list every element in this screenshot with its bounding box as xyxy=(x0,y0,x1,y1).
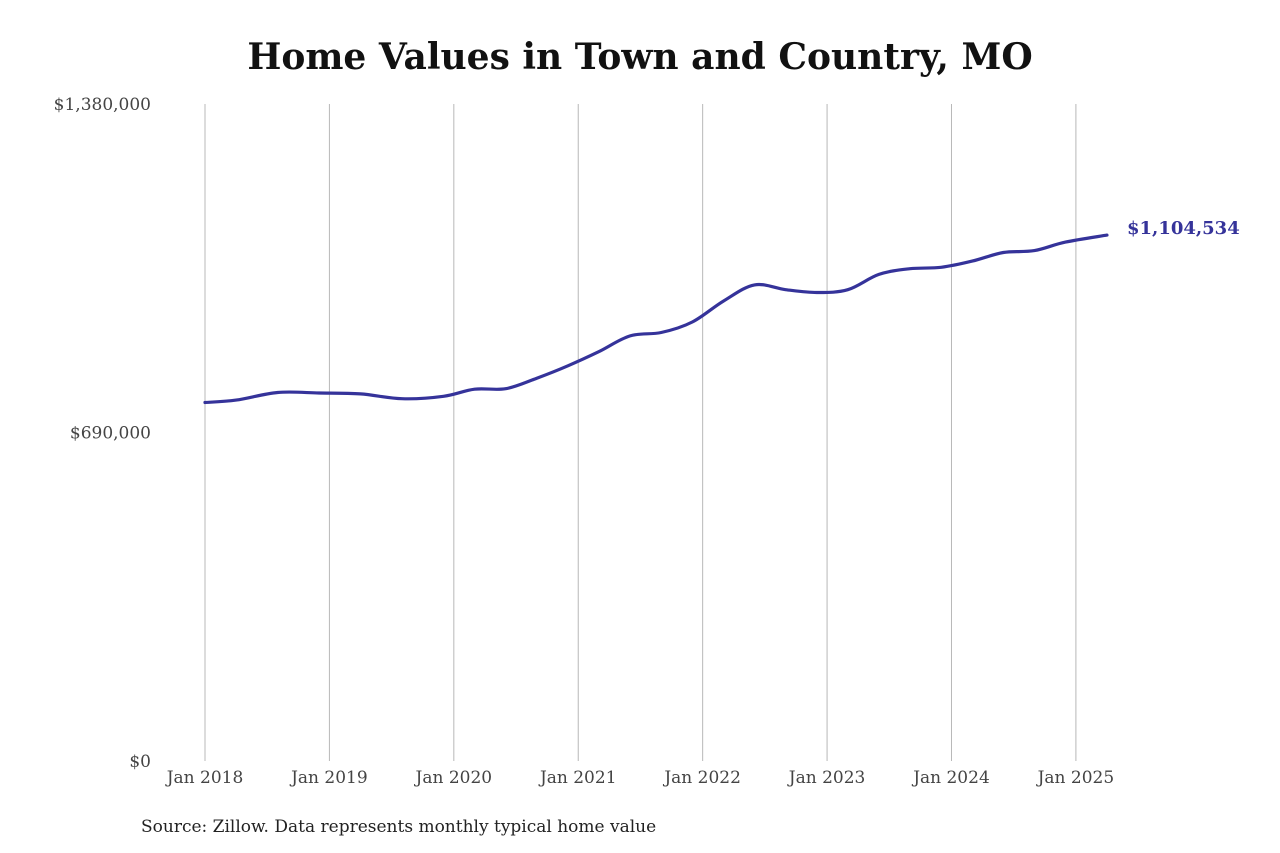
x-tick-label: Jan 2025 xyxy=(1036,768,1115,788)
x-tick-label: Jan 2020 xyxy=(414,768,493,788)
y-axis-ticks: $0 $690,000 $1,380,000 xyxy=(54,95,151,772)
source-note: Source: Zillow. Data represents monthly … xyxy=(141,817,657,837)
y-tick-label: $1,380,000 xyxy=(54,95,151,115)
y-tick-label: $690,000 xyxy=(70,424,151,444)
vertical-grid xyxy=(204,104,1077,761)
x-tick-label: Jan 2024 xyxy=(911,768,990,788)
x-tick-label: Jan 2019 xyxy=(289,768,368,788)
x-tick-label: Jan 2023 xyxy=(787,768,866,788)
x-axis-ticks: Jan 2018 Jan 2019 Jan 2020 Jan 2021 Jan 2022… xyxy=(165,768,1114,788)
chart-title: Home Values in Town and Country, MO xyxy=(247,36,1033,78)
x-tick-label: Jan 2022 xyxy=(662,768,741,788)
x-tick-label: Jan 2018 xyxy=(165,768,244,788)
x-tick-label: Jan 2021 xyxy=(538,768,617,788)
series-line xyxy=(203,233,1109,405)
y-tick-label: $0 xyxy=(129,752,151,772)
series-layer: $1,104,534 xyxy=(203,218,1240,405)
end-value-label: $1,104,534 xyxy=(1127,218,1240,239)
